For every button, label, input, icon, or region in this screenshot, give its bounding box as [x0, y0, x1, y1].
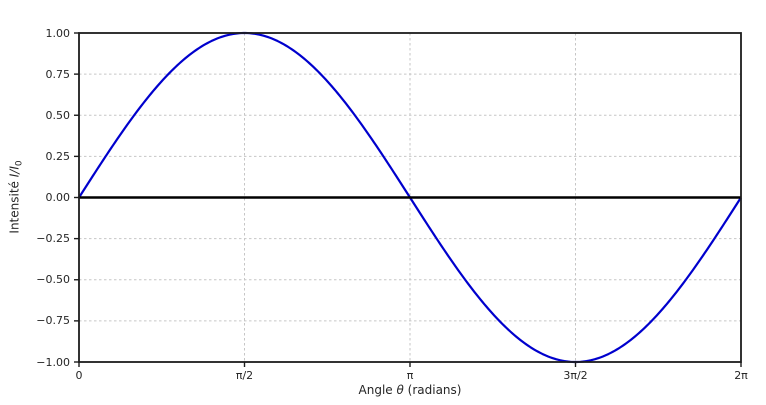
- y-tick-label: 0.00: [45, 191, 71, 204]
- y-tick-label: −0.75: [36, 314, 70, 328]
- y-tick-label: 0.75: [45, 67, 71, 81]
- y-tick-label: 0.25: [45, 149, 71, 163]
- x-tick-label: 0: [75, 369, 83, 382]
- y-tick-label: −0.50: [36, 273, 70, 287]
- x-tick-label: π/2: [235, 369, 254, 382]
- x-tick-label: π: [406, 369, 414, 382]
- x-tick-label: 3π/2: [563, 369, 588, 382]
- y-tick-label: 0.50: [45, 108, 71, 122]
- x-tick-label: 2π: [734, 369, 748, 382]
- y-tick-label: 1.00: [45, 26, 71, 40]
- x-axis-title: Angle θ (radians): [358, 383, 462, 397]
- y-tick-label: −0.25: [36, 232, 70, 246]
- y-tick-label: −1.00: [36, 355, 70, 369]
- y-axis-title: Intensité I/I0: [7, 160, 25, 234]
